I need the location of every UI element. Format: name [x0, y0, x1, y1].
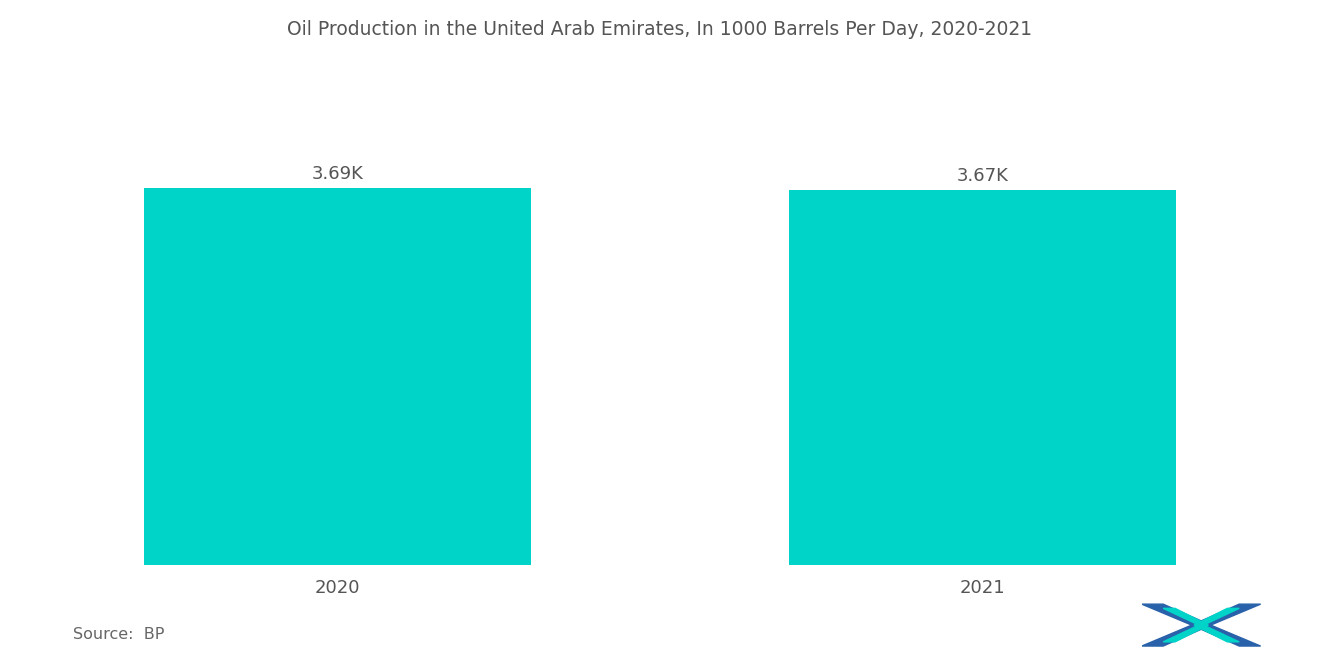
- Bar: [144, 188, 531, 565]
- Polygon shape: [1142, 604, 1210, 646]
- Polygon shape: [1192, 604, 1261, 646]
- Bar: [789, 190, 1176, 565]
- Polygon shape: [1163, 608, 1208, 642]
- Text: 3.67K: 3.67K: [957, 167, 1008, 185]
- Text: Source:  BP: Source: BP: [73, 626, 164, 642]
- Text: Oil Production in the United Arab Emirates, In 1000 Barrels Per Day, 2020-2021: Oil Production in the United Arab Emirat…: [288, 20, 1032, 39]
- Text: 3.69K: 3.69K: [312, 165, 363, 183]
- Polygon shape: [1195, 608, 1239, 642]
